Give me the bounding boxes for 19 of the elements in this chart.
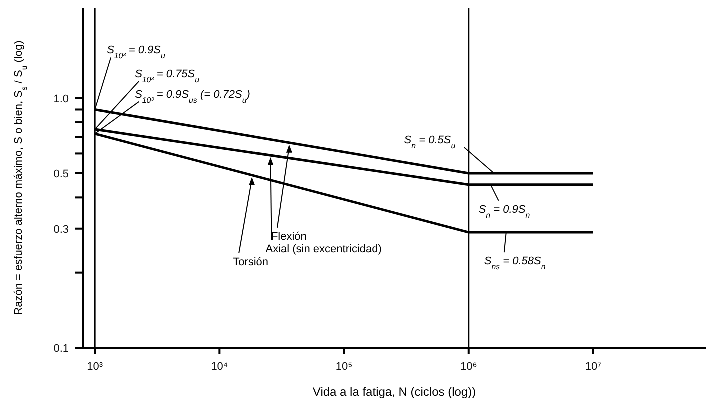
y-tick-label: 1.0: [54, 93, 69, 106]
text: Flexión: [271, 230, 307, 243]
annotation: S$_{10³}$ = 0.9S$_{us}$ (= 0.72S$_{u}$): [135, 88, 251, 104]
x-axis-title: Vida a la fatiga, N (ciclos (log)): [312, 385, 476, 399]
annotation: S$_{n}$ = 0.9S$_{n}$: [478, 204, 531, 220]
x-tick-label: 10⁵: [336, 361, 353, 373]
text: Torsión: [233, 256, 269, 268]
y-tick-label: 0.3: [54, 224, 69, 236]
x-tick-label: 10⁶: [460, 361, 478, 373]
y-tick-label: 0.1: [54, 343, 69, 355]
annotation: S$_{10³}$ = 0.9S$_{u}$: [107, 44, 166, 60]
annotation: S$_{10³}$ = 0.75S$_{u}$: [135, 68, 200, 84]
annotation: S$_{ns}$ = 0.58S$_{n}$: [484, 256, 546, 272]
x-tick-label: 10⁴: [211, 361, 228, 373]
x-tick-label: 10³: [87, 361, 104, 373]
annotation: S$_{n}$ = 0.5S$_{u}$: [404, 134, 456, 150]
y-tick-label: 0.5: [54, 168, 69, 180]
text: Axial (sin excentricidad): [266, 244, 382, 256]
x-tick-label: 10⁷: [585, 361, 602, 373]
